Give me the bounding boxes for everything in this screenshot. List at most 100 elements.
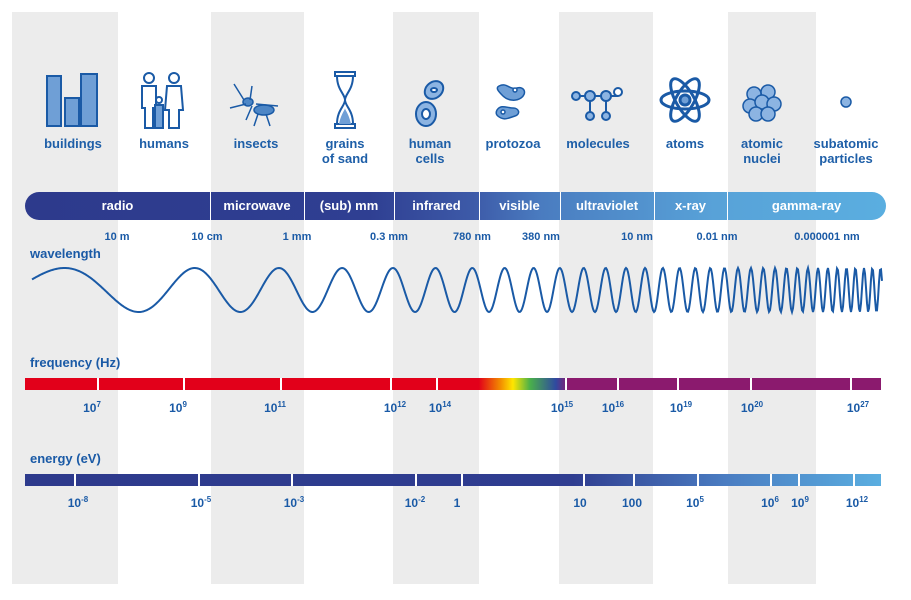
- label-base: 10: [669, 401, 684, 415]
- wavelength-tick-label: 0.01 nm: [696, 231, 738, 243]
- label-base: 10: [601, 401, 616, 415]
- humans-icon: [137, 70, 191, 135]
- band-gammaray: gamma-ray: [771, 198, 842, 213]
- label-exponent: 9: [804, 495, 809, 504]
- frequency-title: frequency (Hz): [30, 355, 121, 370]
- bar-tick: [74, 474, 76, 486]
- bar-tick: [750, 378, 752, 390]
- wavelength-title: wavelength: [30, 246, 101, 261]
- label-exponent: 14: [442, 400, 452, 409]
- energy-tick-label: 1012: [846, 495, 868, 510]
- band-divider: [479, 192, 480, 220]
- frequency-tick-label: 1011: [264, 400, 286, 415]
- spectrum-band-bar: radio microwave (sub) mm infrared visible ult…: [25, 192, 886, 220]
- label-base: 10: [550, 401, 565, 415]
- bar-tick: [697, 474, 699, 486]
- nucleus-icon: [740, 80, 784, 129]
- energy-tick-label: 10-2: [405, 495, 425, 510]
- band-divider: [394, 192, 395, 220]
- hourglass-icon: [333, 70, 357, 135]
- object-label: molecules: [566, 136, 630, 151]
- frequency-tick-label: 1014: [429, 400, 451, 415]
- label-base: 10: [283, 496, 298, 510]
- label-exponent: 12: [859, 495, 869, 504]
- label-base: 10: [383, 401, 398, 415]
- label-exponent: 7: [96, 400, 101, 409]
- band-submm: (sub) mm: [319, 198, 379, 213]
- energy-tick-label: 1: [454, 495, 461, 510]
- bar-tick: [850, 378, 852, 390]
- wavelength-tick-label: 10 nm: [621, 231, 653, 243]
- label-base: 10: [573, 496, 587, 510]
- frequency-tick-label: 1015: [551, 400, 573, 415]
- label-base: 10: [761, 496, 775, 510]
- band-visible: visible: [499, 198, 540, 213]
- bar-tick: [798, 474, 800, 486]
- label-exponent: -8: [81, 495, 89, 504]
- energy-tick-label: 105: [686, 495, 704, 510]
- frequency-tick-label: 1020: [741, 400, 763, 415]
- label-base: 10: [845, 496, 860, 510]
- label-exponent: 20: [754, 400, 764, 409]
- object-label: human cells: [408, 136, 452, 166]
- label-base: 10: [740, 401, 755, 415]
- bar-tick: [633, 474, 635, 486]
- molecule-icon: [568, 86, 628, 131]
- bar-tick: [436, 378, 438, 390]
- energy-tick-label: 10-5: [191, 495, 211, 510]
- label-base: 10: [404, 496, 419, 510]
- wavelength-tick-label: 0.000001 nm: [794, 231, 860, 243]
- energy-tick-label: 10-8: [68, 495, 88, 510]
- band-divider: [654, 192, 655, 220]
- label-base: 10: [428, 401, 443, 415]
- cells-icon: [410, 78, 450, 133]
- object-label: grains of sand: [321, 136, 369, 166]
- band-divider: [304, 192, 305, 220]
- frequency-bar: [25, 378, 881, 390]
- frequency-tick-label: 109: [169, 400, 187, 415]
- band-infrared: infrared: [412, 198, 461, 213]
- label-base: 10: [846, 401, 861, 415]
- bar-tick: [183, 378, 185, 390]
- bar-tick: [198, 474, 200, 486]
- object-label: insects: [233, 136, 279, 151]
- label-exponent: 5: [699, 495, 704, 504]
- bar-tick: [291, 474, 293, 486]
- label-base: 10: [169, 401, 183, 415]
- bar-tick: [97, 378, 99, 390]
- insect-icon: [226, 80, 286, 135]
- energy-tick-label: 100: [622, 495, 642, 510]
- protozoa-icon: [491, 80, 535, 129]
- wavelength-tick-label: 780 nm: [453, 231, 491, 243]
- band-ultraviolet: ultraviolet: [575, 198, 639, 213]
- energy-title: energy (eV): [30, 451, 101, 466]
- energy-tick-label: 106: [761, 495, 779, 510]
- frequency-tick-label: 1027: [847, 400, 869, 415]
- bar-tick: [565, 378, 567, 390]
- wave-line: [31, 264, 883, 316]
- bar-tick: [461, 474, 463, 486]
- frequency-tick-label: 1012: [384, 400, 406, 415]
- band-microwave: microwave: [223, 198, 291, 213]
- object-label: buildings: [44, 136, 102, 151]
- frequency-tick-label: 1019: [670, 400, 692, 415]
- label-base: 100: [621, 496, 643, 510]
- label-exponent: -2: [418, 495, 426, 504]
- band-divider: [727, 192, 728, 220]
- bar-tick: [390, 378, 392, 390]
- label-exponent: -3: [297, 495, 305, 504]
- bar-tick: [853, 474, 855, 486]
- label-base: 10: [67, 496, 82, 510]
- wavelength-tick-label: 10 cm: [191, 231, 223, 243]
- band-xray: x-ray: [674, 198, 707, 213]
- frequency-tick-label: 1016: [602, 400, 624, 415]
- band-divider: [560, 192, 561, 220]
- bar-tick: [770, 474, 772, 486]
- label-exponent: 11: [277, 400, 286, 409]
- particle-icon: [838, 94, 854, 115]
- band-radio: radio: [101, 198, 134, 213]
- wavelength-tick-label: 1 mm: [282, 231, 312, 243]
- label-exponent: 16: [615, 400, 625, 409]
- label-base: 10: [686, 496, 700, 510]
